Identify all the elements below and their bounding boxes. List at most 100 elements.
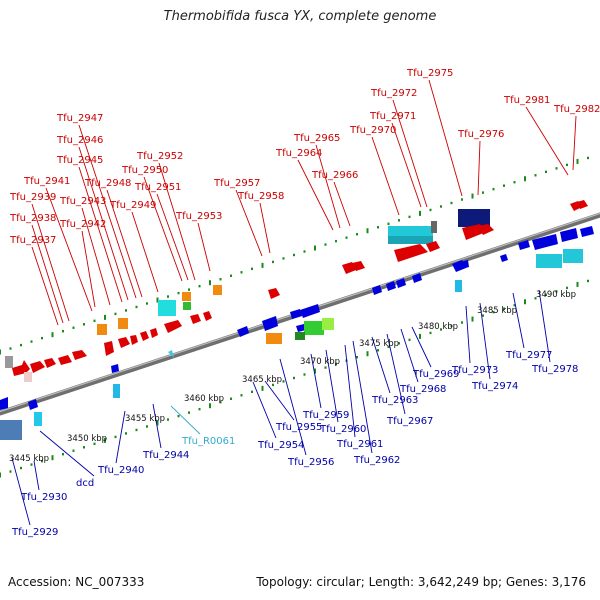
gene-arrow-reverse[interactable]: [296, 324, 306, 332]
gene-label-top[interactable]: Tfu_2938: [9, 213, 56, 224]
gene-label-bottom[interactable]: Tfu_2959: [302, 410, 349, 421]
gene-arrow-forward[interactable]: [268, 288, 280, 299]
gene-block-green[interactable]: [183, 302, 191, 310]
gene-arrow-reverse[interactable]: [396, 278, 406, 288]
gene-block-gray[interactable]: [431, 221, 437, 233]
gene-label-top[interactable]: Tfu_2945: [56, 155, 103, 166]
gene-label-top[interactable]: Tfu_2972: [370, 88, 417, 99]
gene-label-top[interactable]: Tfu_2948: [84, 178, 131, 189]
gene-label-bottom[interactable]: Tfu_2963: [371, 395, 418, 406]
gene-block-orange[interactable]: [97, 324, 107, 335]
gene-block-green[interactable]: [304, 321, 324, 335]
gene-label-top[interactable]: Tfu_2939: [9, 192, 56, 203]
gene-label-bottom[interactable]: Tfu_2978: [531, 364, 578, 375]
gene-arrow-forward[interactable]: [44, 358, 56, 368]
gene-block-lime[interactable]: [322, 318, 334, 330]
gene-label-bottom[interactable]: Tfu_2929: [11, 527, 58, 538]
gene-arrow-reverse[interactable]: [412, 273, 422, 283]
gene-arrow-reverse[interactable]: [580, 226, 594, 237]
gene-label-top[interactable]: Tfu_2953: [175, 211, 222, 222]
gene-block-cyan[interactable]: [158, 300, 176, 316]
gene-label-bottom[interactable]: Tfu_2974: [471, 381, 518, 392]
gene-arrow-forward[interactable]: [190, 314, 201, 324]
gene-arrow-forward[interactable]: [203, 311, 212, 321]
gene-arrow-forward[interactable]: [478, 224, 494, 235]
gene-label-top[interactable]: Tfu_2981: [503, 95, 550, 106]
gene-label-top[interactable]: Tfu_2947: [56, 113, 103, 124]
gene-label-bottom[interactable]: Tfu_2969: [412, 369, 459, 380]
gene-block-steel[interactable]: [0, 420, 22, 440]
gene-arrow-reverse[interactable]: [532, 234, 558, 250]
gene-arrow-reverse[interactable]: [560, 228, 578, 242]
gene-arrow-reverse[interactable]: [0, 397, 8, 410]
rna-label-bottom[interactable]: Tfu_R0061: [181, 436, 235, 447]
gene-arrow-reverse[interactable]: [500, 254, 508, 262]
gene-block-orange[interactable]: [266, 333, 282, 344]
gene-block-orange[interactable]: [118, 318, 128, 329]
gene-label-bottom[interactable]: Tfu_2961: [336, 439, 383, 450]
gene-label-bottom[interactable]: Tfu_2960: [319, 424, 366, 435]
gene-arrow-forward[interactable]: [426, 241, 440, 252]
gene-arrow-forward[interactable]: [352, 261, 365, 271]
gene-label-top[interactable]: Tfu_2964: [275, 148, 322, 159]
gene-arrow-forward[interactable]: [72, 350, 87, 360]
gene-block-orange[interactable]: [182, 292, 191, 301]
gene-block-gray[interactable]: [5, 356, 13, 368]
gene-label-top[interactable]: Tfu_2937: [9, 235, 56, 246]
gene-label-top[interactable]: Tfu_2951: [134, 182, 181, 193]
gene-label-top[interactable]: Tfu_2957: [213, 178, 260, 189]
gene-block-cyan[interactable]: [563, 249, 583, 263]
gene-block-cyan[interactable]: [34, 412, 42, 426]
gene-label-top[interactable]: Tfu_2941: [23, 176, 70, 187]
gene-label-top[interactable]: Tfu_2966: [311, 170, 358, 181]
gene-block-orange[interactable]: [213, 285, 222, 295]
gene-label-top[interactable]: Tfu_2946: [56, 135, 103, 146]
gene-arrow-reverse-small[interactable]: [168, 350, 174, 358]
gene-arrow-reverse[interactable]: [460, 260, 469, 269]
gene-label-top[interactable]: Tfu_2950: [121, 165, 168, 176]
gene-label-top[interactable]: Tfu_2949: [109, 200, 156, 211]
gene-label-bottom[interactable]: Tfu_2967: [386, 416, 433, 427]
gene-label-top[interactable]: Tfu_2970: [349, 125, 396, 136]
gene-label-top[interactable]: Tfu_2976: [457, 129, 504, 140]
gene-block-pink[interactable]: [24, 372, 32, 382]
gene-arrow-reverse[interactable]: [262, 316, 278, 331]
gene-block-green[interactable]: [295, 332, 305, 340]
gene-label-bottom[interactable]: Tfu_2940: [97, 465, 144, 476]
gene-block-cyan[interactable]: [536, 254, 562, 268]
gene-block-navy[interactable]: [458, 209, 490, 227]
gene-arrow-forward[interactable]: [130, 335, 138, 345]
gene-arrow-reverse[interactable]: [28, 399, 38, 410]
gene-label-bottom[interactable]: Tfu_2955: [275, 422, 322, 433]
gene-block-cyan-dark[interactable]: [388, 236, 433, 244]
gene-arrow-forward[interactable]: [140, 331, 149, 341]
gene-arrow-reverse[interactable]: [237, 326, 249, 337]
gene-arrow-reverse[interactable]: [111, 364, 119, 373]
gene-label-bottom[interactable]: Tfu_2954: [257, 440, 304, 451]
gene-label-bottom[interactable]: dcd: [76, 478, 94, 489]
gene-arrow-reverse[interactable]: [518, 240, 530, 250]
gene-label-bottom[interactable]: Tfu_2977: [505, 350, 552, 361]
gene-arrow-reverse[interactable]: [300, 304, 320, 318]
gene-label-top[interactable]: Tfu_2943: [59, 196, 106, 207]
gene-label-bottom[interactable]: Tfu_2930: [20, 492, 67, 503]
gene-arrow-reverse[interactable]: [386, 281, 396, 291]
gene-arrow-forward[interactable]: [104, 341, 114, 356]
gene-block-cyan[interactable]: [455, 280, 462, 292]
gene-label-top[interactable]: Tfu_2952: [136, 151, 183, 162]
gene-arrow-reverse[interactable]: [372, 285, 382, 295]
gene-block-cyan[interactable]: [113, 384, 120, 398]
gene-arrow-forward[interactable]: [577, 200, 588, 209]
gene-label-bottom[interactable]: Tfu_2973: [451, 365, 498, 376]
gene-arrow-forward[interactable]: [30, 361, 45, 373]
gene-arrow-forward[interactable]: [58, 355, 72, 365]
gene-label-top[interactable]: Tfu_2958: [237, 191, 284, 202]
gene-label-bottom[interactable]: Tfu_2944: [142, 450, 189, 461]
gene-arrow-forward[interactable]: [394, 244, 428, 262]
gene-label-top[interactable]: Tfu_2982: [553, 104, 600, 115]
gene-arrow-forward[interactable]: [164, 320, 182, 333]
gene-arrow-forward[interactable]: [342, 262, 356, 274]
gene-arrow-forward[interactable]: [150, 328, 158, 338]
gene-arrow-reverse[interactable]: [290, 309, 302, 319]
gene-label-bottom[interactable]: Tfu_2956: [287, 457, 334, 468]
